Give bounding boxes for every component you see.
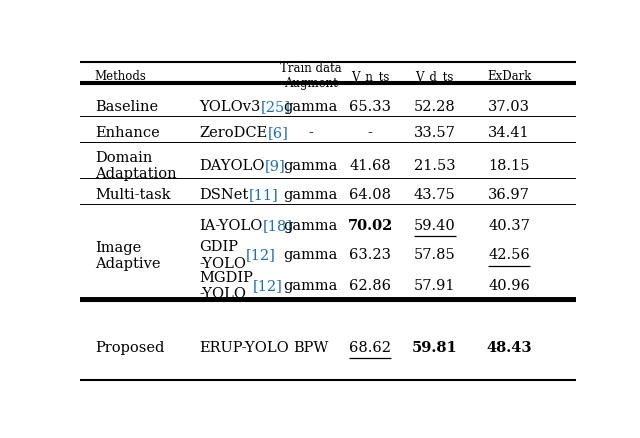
Text: 57.91: 57.91: [414, 278, 456, 292]
Text: BPW: BPW: [293, 340, 328, 354]
Text: 37.03: 37.03: [488, 100, 530, 114]
Text: gamma: gamma: [284, 188, 338, 202]
Text: 36.97: 36.97: [488, 188, 530, 202]
Text: Image
Adaptive: Image Adaptive: [95, 240, 161, 271]
Text: gamma: gamma: [284, 248, 338, 262]
Text: Multi-task: Multi-task: [95, 188, 170, 202]
Text: ERUP-YOLO: ERUP-YOLO: [199, 340, 289, 354]
Text: 63.23: 63.23: [349, 248, 391, 262]
Text: 43.75: 43.75: [414, 188, 456, 202]
Text: IA-YOLO: IA-YOLO: [199, 219, 262, 233]
Text: [9]: [9]: [264, 159, 285, 173]
Text: 33.57: 33.57: [413, 126, 456, 140]
Text: 59.81: 59.81: [412, 340, 458, 354]
Text: Enhance: Enhance: [95, 126, 159, 140]
Text: gamma: gamma: [284, 100, 338, 114]
Text: 34.41: 34.41: [488, 126, 530, 140]
Text: 48.43: 48.43: [486, 340, 532, 354]
Text: -: -: [368, 126, 372, 140]
Text: V_d_ts: V_d_ts: [415, 70, 454, 83]
Text: 57.85: 57.85: [414, 248, 456, 262]
Text: 42.56: 42.56: [488, 248, 530, 262]
Text: [25]: [25]: [260, 100, 291, 114]
Text: 52.28: 52.28: [414, 100, 456, 114]
Text: Proposed: Proposed: [95, 340, 164, 354]
Text: [18]: [18]: [262, 219, 292, 233]
Text: [6]: [6]: [268, 126, 288, 140]
Text: 68.62: 68.62: [349, 340, 391, 354]
Text: 18.15: 18.15: [488, 159, 530, 173]
Text: GDIP
-YOLO: GDIP -YOLO: [199, 240, 246, 270]
Text: 41.68: 41.68: [349, 159, 391, 173]
Text: 62.86: 62.86: [349, 278, 391, 292]
Text: ExDark: ExDark: [487, 70, 531, 83]
Text: 64.08: 64.08: [349, 188, 391, 202]
Text: MGDIP
-YOLO: MGDIP -YOLO: [199, 270, 253, 300]
Text: Baseline: Baseline: [95, 100, 158, 114]
Text: DSNet: DSNet: [199, 188, 248, 202]
Text: -: -: [308, 126, 313, 140]
Text: [12]: [12]: [246, 248, 276, 262]
Text: [11]: [11]: [248, 188, 278, 202]
Text: 40.96: 40.96: [488, 278, 530, 292]
Text: gamma: gamma: [284, 219, 338, 233]
Text: V_n_ts: V_n_ts: [351, 70, 389, 83]
Text: 65.33: 65.33: [349, 100, 391, 114]
Text: [12]: [12]: [253, 278, 283, 292]
Text: gamma: gamma: [284, 278, 338, 292]
Text: YOLOv3: YOLOv3: [199, 100, 260, 114]
Text: 21.53: 21.53: [414, 159, 456, 173]
Text: 70.02: 70.02: [348, 219, 393, 233]
Text: Train data
Augment: Train data Augment: [280, 62, 342, 90]
Text: 59.40: 59.40: [414, 219, 456, 233]
Text: DAYOLO: DAYOLO: [199, 159, 264, 173]
Text: gamma: gamma: [284, 159, 338, 173]
Text: Domain
Adaptation: Domain Adaptation: [95, 151, 177, 180]
Text: Methods: Methods: [95, 70, 147, 83]
Text: ZeroDCE: ZeroDCE: [199, 126, 268, 140]
Text: 40.37: 40.37: [488, 219, 530, 233]
